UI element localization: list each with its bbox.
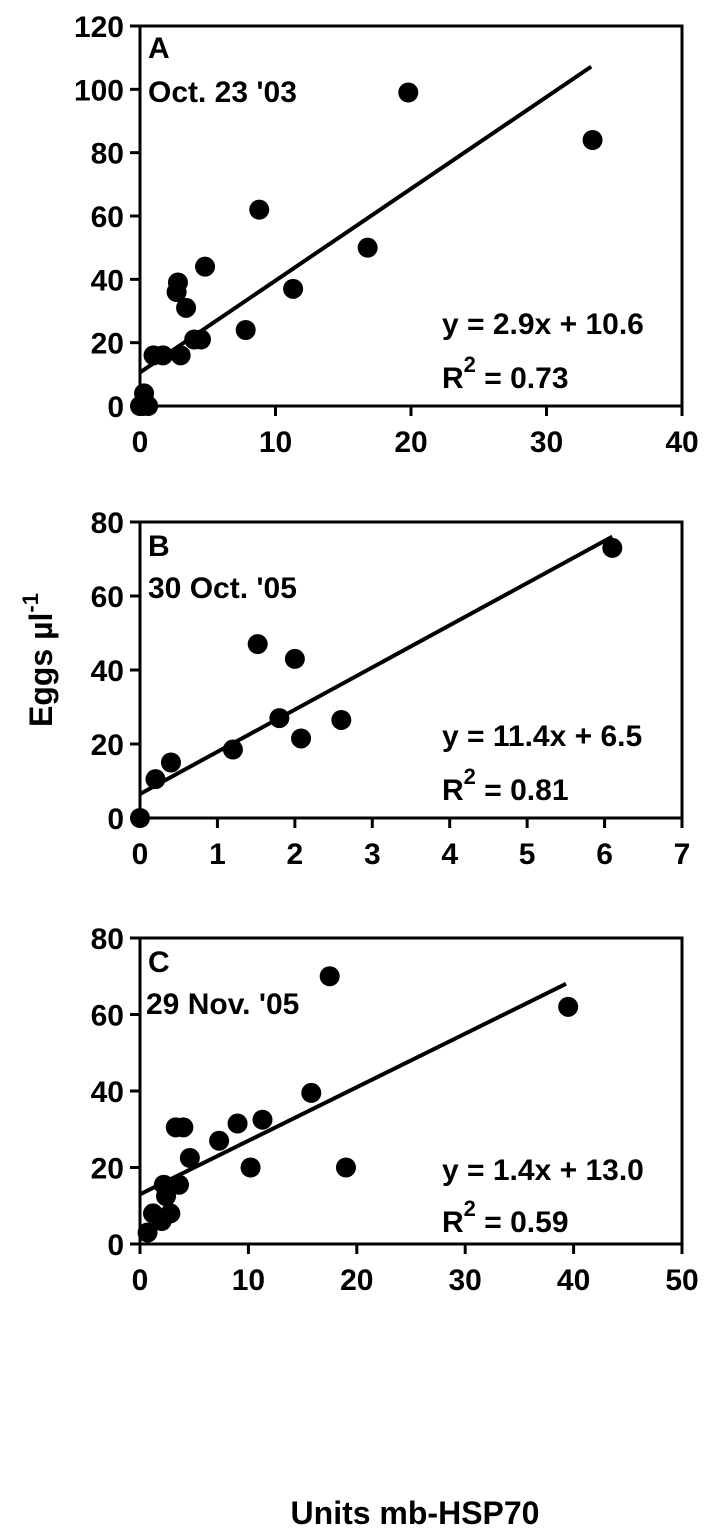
data-point — [319, 966, 340, 987]
x-tick-label: 7 — [674, 838, 691, 871]
panel-letter: A — [148, 32, 170, 65]
regression-line — [138, 64, 593, 375]
x-tick-label: 30 — [530, 426, 563, 459]
panel-date: 30 Oct. '05 — [148, 572, 297, 605]
data-point — [167, 272, 188, 293]
data-point — [235, 320, 256, 340]
x-tick-label: 20 — [340, 1264, 373, 1297]
r-squared: R2 = 0.81 — [442, 764, 569, 807]
data-point — [130, 808, 150, 828]
data-point — [190, 329, 211, 350]
data-point — [209, 1130, 230, 1151]
data-point — [179, 1147, 200, 1168]
data-point — [335, 1157, 356, 1178]
plot-frame — [138, 936, 684, 1246]
x-tick-label: 0 — [132, 426, 149, 459]
x-tick-label: 40 — [557, 1264, 590, 1297]
panel-c: C 29 Nov. '05 y = 1.4x + 13.0 R2 = 0.59 … — [91, 923, 699, 1297]
panel-date: Oct. 23 '03 — [148, 76, 297, 109]
x-tick-label: 10 — [259, 426, 292, 459]
data-point — [145, 769, 166, 790]
data-point — [247, 634, 268, 655]
y-tick-label: 20 — [91, 1153, 124, 1186]
y-tick-label: 20 — [91, 729, 124, 762]
y-tick-label: 0 — [107, 1229, 124, 1262]
panel-date: 29 Nov. '05 — [146, 988, 299, 1021]
data-point — [153, 345, 174, 366]
y-tick-label: 60 — [91, 581, 124, 614]
y-tick-label: 40 — [91, 1076, 124, 1109]
y-tick-label: 0 — [107, 391, 124, 424]
y-tick-label: 40 — [91, 264, 124, 297]
data-point — [156, 1186, 177, 1207]
data-point — [160, 752, 181, 773]
plot-frame — [138, 520, 684, 820]
x-tick-label: 2 — [287, 838, 304, 871]
y-axis-title: Eggs µl-1 — [18, 593, 59, 727]
y-tick-label: 80 — [91, 923, 124, 956]
data-point — [240, 1157, 261, 1178]
x-tick-label: 20 — [394, 426, 427, 459]
data-point — [176, 297, 197, 318]
data-point — [602, 537, 623, 558]
data-point — [284, 648, 305, 669]
data-point — [134, 383, 155, 404]
regression-line — [139, 534, 614, 796]
y-tick-label: 60 — [91, 201, 124, 234]
y-tick-label: 60 — [91, 1000, 124, 1033]
data-point — [252, 1109, 273, 1130]
r-squared: R2 = 0.73 — [442, 352, 569, 395]
data-point — [249, 199, 270, 220]
data-point — [558, 996, 579, 1017]
data-point — [398, 82, 419, 103]
data-point — [227, 1113, 248, 1134]
x-tick-label: 0 — [132, 1264, 149, 1297]
fit-equation: y = 11.4x + 6.5 — [442, 720, 642, 753]
x-tick-label: 1 — [209, 838, 226, 871]
data-point — [357, 237, 378, 258]
data-point — [173, 1117, 194, 1138]
panel-letter: C — [148, 946, 170, 979]
data-point — [269, 708, 290, 729]
panel-letter: B — [148, 530, 170, 563]
y-tick-label: 20 — [91, 328, 124, 361]
x-tick-label: 5 — [519, 838, 536, 871]
x-axis-title: Units mb-HSP70 — [291, 1495, 540, 1531]
y-tick-label: 0 — [107, 803, 124, 836]
x-tick-label: 40 — [665, 426, 698, 459]
y-tick-label: 100 — [74, 74, 124, 107]
y-tick-label: 40 — [91, 655, 124, 688]
x-tick-label: 3 — [364, 838, 381, 871]
x-tick-label: 10 — [232, 1264, 265, 1297]
panel-a: A Oct. 23 '03 y = 2.9x + 10.6 R2 = 0.73 … — [74, 11, 699, 459]
r-squared: R2 = 0.59 — [442, 1196, 569, 1239]
data-point — [169, 1174, 190, 1195]
x-tick-label: 6 — [596, 838, 613, 871]
data-point — [301, 1082, 322, 1103]
data-point — [283, 278, 304, 299]
data-point — [291, 728, 312, 749]
y-tick-label: 80 — [91, 507, 124, 540]
data-point — [137, 1222, 158, 1243]
data-point — [170, 345, 191, 366]
fit-equation: y = 2.9x + 10.6 — [442, 308, 644, 341]
regression-line — [139, 982, 567, 1197]
data-point — [582, 130, 603, 150]
panel-b: B 30 Oct. '05 y = 11.4x + 6.5 R2 = 0.81 … — [91, 507, 691, 871]
x-tick-label: 30 — [449, 1264, 482, 1297]
y-tick-label: 80 — [91, 138, 124, 171]
x-tick-label: 4 — [441, 838, 458, 871]
fit-equation: y = 1.4x + 13.0 — [442, 1154, 644, 1187]
data-point — [222, 739, 243, 760]
y-tick-label: 120 — [74, 11, 124, 44]
data-point — [195, 256, 216, 277]
x-tick-label: 50 — [665, 1264, 698, 1297]
data-point — [160, 1203, 181, 1224]
data-point — [331, 709, 352, 730]
x-tick-label: 0 — [132, 838, 149, 871]
